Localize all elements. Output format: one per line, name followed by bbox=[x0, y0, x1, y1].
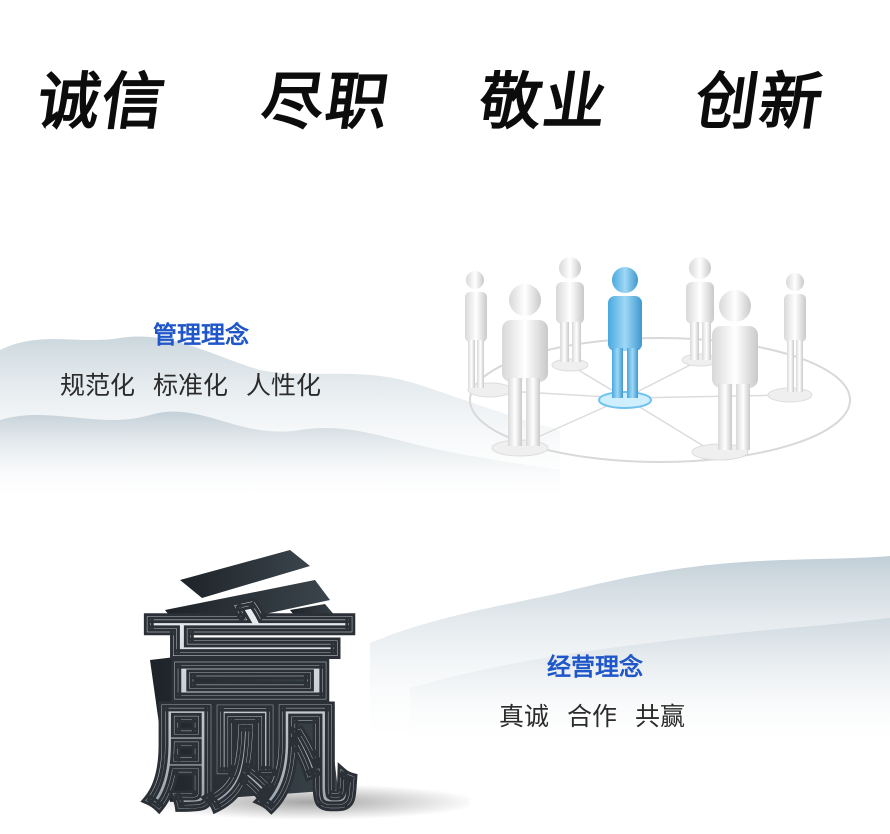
motto-word-innovation: 创新 bbox=[690, 65, 830, 138]
win-character: 赢 bbox=[140, 586, 360, 830]
business-values: 真诚 合作 共赢 bbox=[499, 697, 685, 733]
motto-word-diligence: 尽职 bbox=[256, 65, 396, 138]
management-values: 规范化 标准化 人性化 bbox=[60, 366, 321, 402]
business-value-win-win: 共赢 bbox=[635, 702, 686, 731]
people-network-icon bbox=[465, 257, 851, 463]
motto-banner: 诚信 尽职 敬业 创新 bbox=[0, 52, 890, 152]
mountain-mist-left bbox=[0, 336, 560, 500]
management-value-humanized: 人性化 bbox=[246, 371, 322, 400]
business-value-cooperation: 合作 bbox=[567, 702, 618, 731]
management-heading: 管理理念 bbox=[153, 321, 249, 349]
mountain-mist-right bbox=[370, 556, 890, 748]
management-value-normalized: 标准化 bbox=[153, 371, 229, 400]
win-character-3d-icon: 赢 bbox=[139, 550, 470, 830]
motto-word-integrity: 诚信 bbox=[32, 65, 172, 138]
motto-word-dedication: 敬业 bbox=[474, 65, 614, 138]
management-value-standardized: 规范化 bbox=[60, 371, 136, 400]
business-value-sincerity: 真诚 bbox=[499, 702, 550, 731]
business-heading: 经营理念 bbox=[547, 653, 643, 681]
